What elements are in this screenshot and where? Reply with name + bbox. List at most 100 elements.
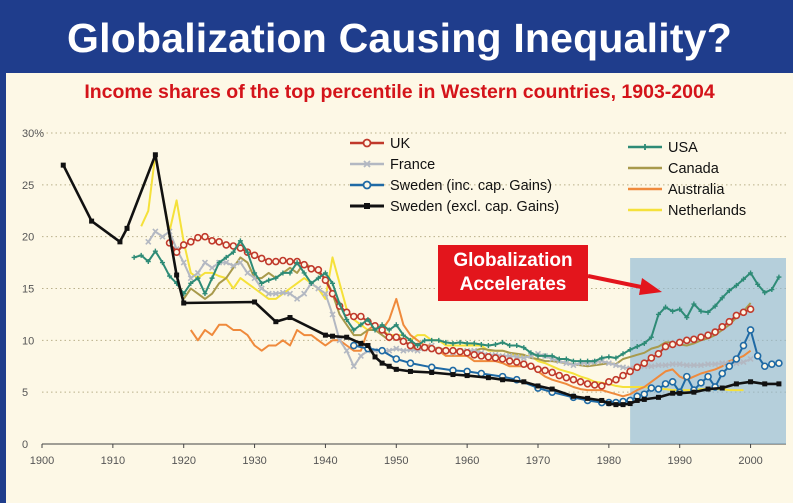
data-point	[308, 280, 314, 286]
data-point	[556, 356, 562, 362]
callout-line-2: Accelerates	[459, 274, 567, 295]
x-tick-label: 1950	[384, 455, 408, 467]
data-point	[450, 340, 456, 346]
data-point	[358, 340, 364, 346]
data-point	[506, 352, 513, 359]
callout-line-1: Globalization	[453, 250, 573, 271]
data-point	[357, 312, 365, 321]
data-point	[194, 233, 202, 242]
data-point	[718, 323, 727, 331]
y-tick-label: 0	[22, 439, 28, 451]
data-point	[194, 269, 201, 277]
data-point	[180, 259, 187, 266]
data-point	[294, 295, 301, 302]
data-point	[272, 257, 280, 266]
data-point	[330, 280, 336, 286]
data-point	[590, 381, 599, 389]
data-point	[570, 358, 576, 364]
legend-label: Sweden (inc. cap. Gains)	[390, 178, 552, 194]
data-point	[477, 352, 486, 360]
data-point	[478, 341, 484, 347]
data-point	[187, 238, 195, 246]
data-point	[406, 359, 415, 367]
data-point	[215, 238, 223, 246]
data-point	[349, 312, 358, 321]
data-point	[775, 359, 783, 367]
data-point	[732, 355, 741, 363]
data-point	[208, 264, 216, 271]
data-point	[746, 305, 755, 314]
data-point	[145, 238, 152, 245]
data-point	[718, 369, 727, 378]
data-point	[619, 364, 627, 371]
data-point	[712, 361, 719, 368]
data-point	[484, 353, 493, 361]
x-tick-label: 1960	[455, 455, 479, 467]
callout-arrow-shaft	[587, 274, 647, 290]
data-point	[265, 290, 272, 297]
data-point	[392, 355, 401, 363]
data-point	[322, 332, 328, 338]
data-point	[675, 338, 684, 347]
data-point	[372, 354, 378, 360]
data-point	[563, 360, 570, 367]
legend-marker	[364, 203, 370, 209]
data-point	[647, 384, 656, 392]
legend-marker	[362, 180, 372, 190]
data-point	[634, 397, 640, 403]
data-point	[648, 334, 654, 340]
data-point	[569, 375, 578, 384]
data-point	[294, 260, 300, 266]
data-point	[415, 343, 421, 349]
data-point	[570, 362, 577, 369]
data-point	[542, 353, 548, 359]
data-point	[719, 295, 725, 301]
y-tick-label: 20	[22, 232, 34, 244]
data-point	[434, 346, 443, 355]
data-point	[463, 348, 471, 357]
data-point	[259, 280, 265, 286]
data-point	[131, 254, 137, 260]
data-point	[471, 340, 477, 346]
data-point	[776, 381, 782, 387]
data-point	[250, 251, 259, 260]
data-point	[605, 360, 612, 367]
data-point	[407, 368, 413, 374]
data-point	[668, 340, 677, 349]
data-point	[279, 256, 287, 265]
data-point	[337, 301, 343, 307]
data-point	[668, 377, 677, 386]
data-point	[400, 332, 406, 338]
data-point	[704, 361, 712, 368]
data-point	[500, 377, 506, 383]
data-point	[188, 280, 194, 286]
data-point	[655, 394, 661, 400]
data-point	[634, 344, 640, 350]
data-point	[287, 315, 293, 321]
data-point	[521, 345, 527, 351]
legend-marker	[362, 138, 372, 148]
data-point	[258, 285, 265, 292]
data-point	[464, 340, 470, 346]
data-point	[124, 225, 130, 231]
data-point	[301, 290, 308, 297]
data-point	[350, 363, 357, 370]
data-point	[464, 373, 470, 379]
data-point	[436, 337, 442, 343]
data-point	[351, 327, 357, 333]
data-point	[264, 257, 273, 266]
data-point	[698, 308, 704, 314]
data-point	[159, 260, 165, 266]
data-point	[662, 362, 669, 369]
data-point	[322, 290, 329, 297]
data-point	[237, 238, 243, 244]
data-point	[344, 317, 350, 323]
data-point	[244, 249, 250, 255]
data-point	[314, 266, 323, 274]
data-point	[655, 311, 661, 317]
data-point	[442, 346, 450, 355]
data-point	[152, 228, 159, 235]
data-point	[172, 248, 181, 257]
data-point	[252, 299, 258, 305]
data-point	[620, 351, 626, 357]
